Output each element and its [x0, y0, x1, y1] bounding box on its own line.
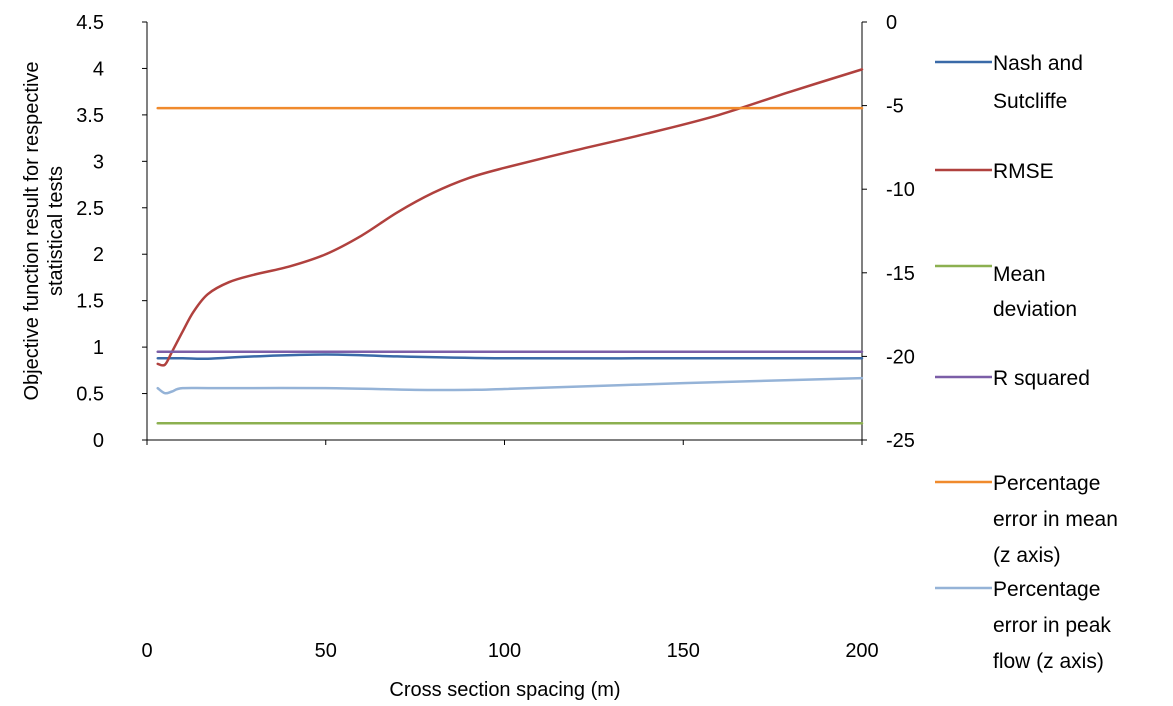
- series-line: [156, 376, 864, 395]
- legend-label: Percentage: [993, 472, 1100, 495]
- series-layer: [156, 68, 864, 425]
- y-tick-label: 3.5: [76, 105, 104, 127]
- legend-label: Percentage: [993, 578, 1100, 601]
- x-tick-label: 150: [667, 640, 700, 662]
- legend-label: error in mean: [993, 508, 1118, 531]
- y2-tick-label: -25: [886, 430, 915, 452]
- x-tick-label: 0: [141, 640, 152, 662]
- y-tick-label: 4: [93, 58, 104, 80]
- x-axis-ticks: 0 50 100 150 200: [141, 440, 879, 662]
- y-tick-label: 0.5: [76, 384, 104, 406]
- x-tick-label: 200: [845, 640, 878, 662]
- y-tick-label: 1.5: [76, 291, 104, 313]
- legend-label: Sutcliffe: [993, 90, 1067, 113]
- series-line: [156, 353, 864, 361]
- legend-label: R squared: [993, 367, 1090, 390]
- legend-label: Mean: [993, 263, 1046, 286]
- legend-label: deviation: [993, 298, 1077, 321]
- series-line: [156, 68, 864, 367]
- y2-tick-label: -10: [886, 179, 915, 201]
- y-axis-title: Objective function result for respective…: [21, 61, 67, 400]
- y-axis-title-line: statistical tests: [45, 166, 67, 296]
- y-tick-label: 2: [93, 244, 104, 266]
- y2-axis-ticks: -25 -20 -15 -10 -5 0: [862, 12, 915, 452]
- legend-label: error in peak: [993, 614, 1111, 637]
- legend-label: RMSE: [993, 160, 1054, 183]
- x-axis-title: Cross section spacing (m): [389, 679, 620, 701]
- y-tick-label: 1: [93, 337, 104, 359]
- x-tick-label: 100: [488, 640, 521, 662]
- y-tick-label: 4.5: [76, 12, 104, 34]
- x-tick-label: 50: [315, 640, 337, 662]
- y2-tick-label: -5: [886, 96, 904, 118]
- y-axis-ticks: 0 0.5 1 1.5 2 2.5 3 3.5 4 4.5: [76, 12, 147, 452]
- y-tick-label: 0: [93, 430, 104, 452]
- y2-tick-label: -15: [886, 263, 915, 285]
- y-axis-title-line: Objective function result for respective: [21, 61, 43, 400]
- y2-tick-label: 0: [886, 12, 897, 34]
- y2-tick-label: -20: [886, 346, 915, 368]
- legend: Nash and Sutcliffe RMSE Mean deviation R squa…: [935, 52, 1118, 673]
- legend-label: flow (z axis): [993, 650, 1104, 673]
- plot-frame: [146, 22, 863, 441]
- legend-label: Nash and: [993, 52, 1083, 75]
- legend-label: (z axis): [993, 544, 1061, 567]
- y-tick-label: 2.5: [76, 198, 104, 220]
- y-tick-label: 3: [93, 151, 104, 173]
